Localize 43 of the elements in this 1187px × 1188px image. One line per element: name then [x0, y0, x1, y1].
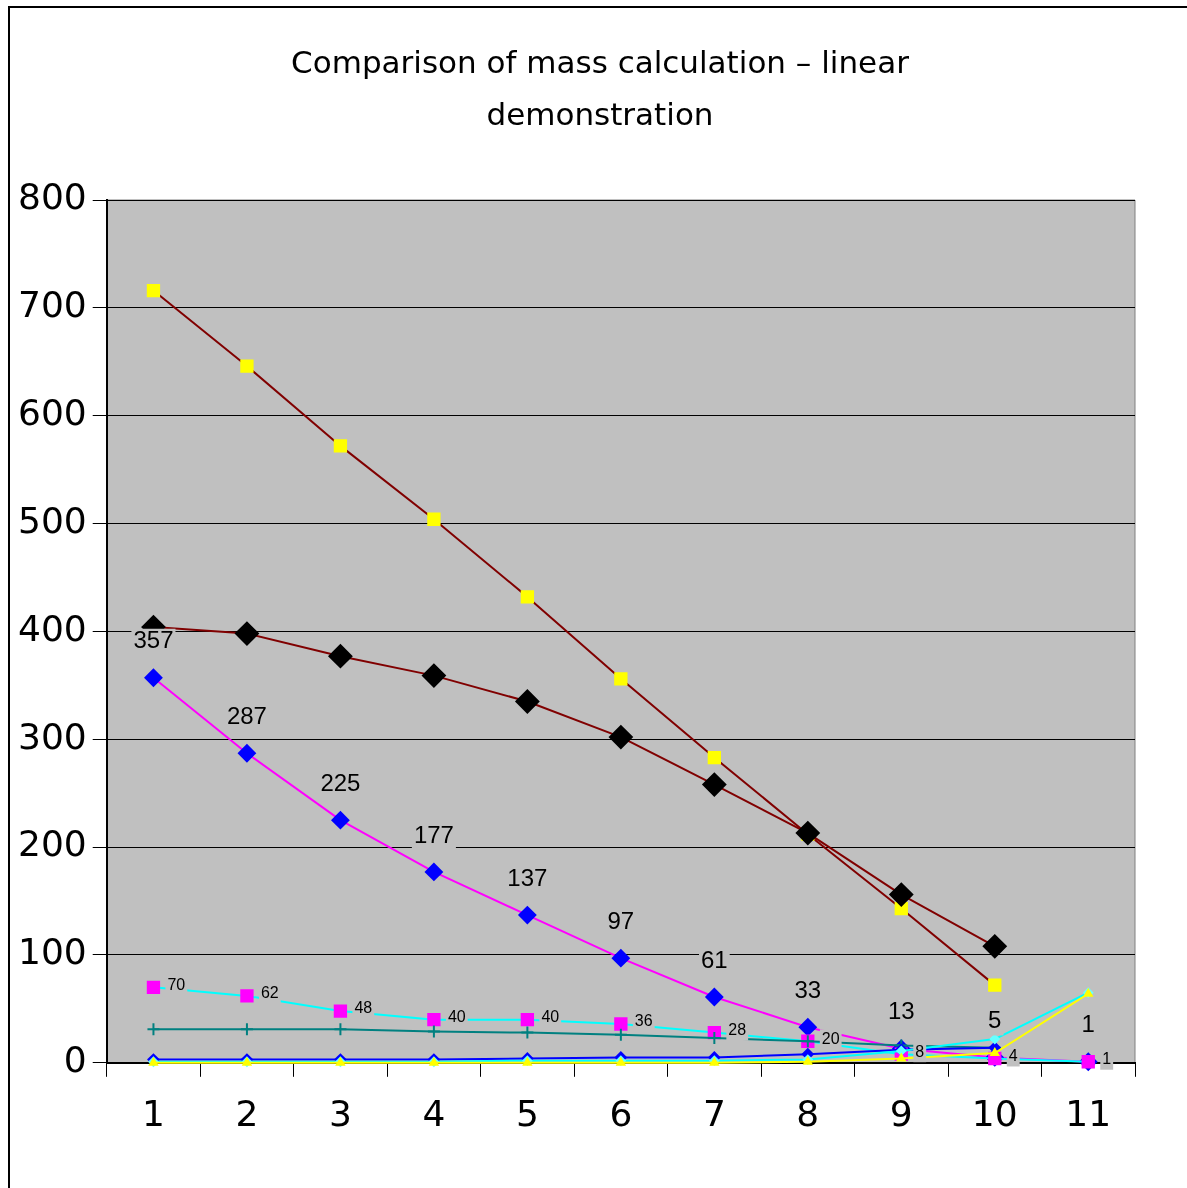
data-label: 20	[821, 1029, 840, 1047]
x-tick-label: 6	[609, 1092, 633, 1134]
y-tick-label: 500	[17, 499, 87, 541]
y-tick-label: 800	[17, 176, 87, 218]
x-tick-label: 8	[796, 1092, 820, 1134]
data-label: 225	[320, 768, 361, 796]
data-label: 137	[507, 863, 548, 891]
x-tick-label: 4	[422, 1092, 446, 1134]
y-tick-label: 400	[17, 607, 87, 649]
data-label: 40	[447, 1008, 466, 1026]
data-label: 28	[728, 1021, 747, 1039]
data-label: 62	[260, 984, 279, 1002]
chart-title: Comparison of mass calculation – linear demonstration	[290, 43, 910, 134]
x-tick-label: 11	[1065, 1092, 1112, 1134]
data-label: 8	[915, 1042, 925, 1060]
data-label: 61	[700, 945, 728, 973]
data-label: 33	[794, 975, 822, 1003]
x-tick-label: 2	[235, 1092, 259, 1134]
x-tick-label: 1	[142, 1092, 165, 1134]
data-label: 287	[226, 701, 267, 729]
data-label: 48	[354, 999, 373, 1017]
data-label: 70	[167, 975, 186, 993]
y-tick-label: 600	[17, 392, 87, 434]
data-label: 40	[541, 1008, 560, 1026]
y-tick-label: 100	[17, 931, 87, 973]
y-tick-label: 0	[63, 1039, 87, 1081]
y-tick-label: 700	[17, 284, 87, 326]
data-label: 357	[133, 626, 174, 654]
x-tick-label: 9	[889, 1092, 913, 1134]
data-label: 1	[1081, 1010, 1095, 1038]
data-label: 97	[607, 906, 635, 934]
y-tick-label: 300	[17, 715, 87, 757]
data-label: 4	[1008, 1046, 1018, 1064]
data-label: 1	[1102, 1050, 1112, 1068]
x-tick-label: 7	[702, 1092, 726, 1134]
data-label: 13	[887, 997, 915, 1025]
y-tick-label: 200	[17, 823, 87, 865]
x-tick-label: 3	[328, 1092, 352, 1134]
data-label: 5	[988, 1006, 1002, 1034]
data-label: 36	[634, 1012, 653, 1030]
data-label: 177	[413, 820, 454, 848]
x-tick-label: 5	[515, 1092, 539, 1134]
x-tick-label: 10	[971, 1092, 1018, 1134]
